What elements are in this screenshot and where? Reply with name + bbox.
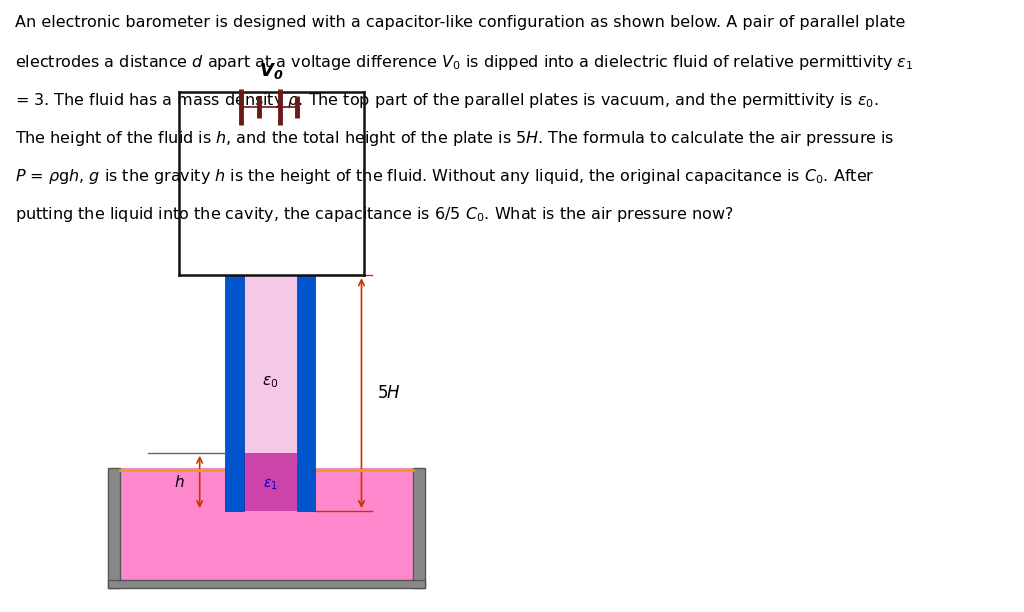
- Text: $\bfit{V_0}$: $\bfit{V_0}$: [259, 61, 284, 81]
- Bar: [244, 275, 297, 453]
- Text: putting the liquid into the cavity, the capacitance is 6/5 $C_0$. What is the ai: putting the liquid into the cavity, the …: [15, 205, 734, 224]
- Bar: [108, 468, 120, 588]
- Text: = 3. The fluid has a mass density $\rho$. The top part of the parallel plates is: = 3. The fluid has a mass density $\rho$…: [15, 91, 880, 110]
- Text: electrodes a distance $d$ apart at a voltage difference $V_0$ is dipped into a d: electrodes a distance $d$ apart at a vol…: [15, 53, 914, 72]
- Bar: [413, 468, 425, 588]
- Bar: [297, 275, 315, 511]
- Bar: [244, 453, 297, 511]
- Text: An electronic barometer is designed with a capacitor-like configuration as shown: An electronic barometer is designed with…: [15, 15, 906, 31]
- Bar: [225, 275, 244, 511]
- Text: $5H$: $5H$: [377, 384, 400, 402]
- Bar: [120, 468, 413, 580]
- Text: $\varepsilon_0$: $\varepsilon_0$: [262, 374, 279, 390]
- Text: $P$ = $\rho$g$h$, $g$ is the gravity $h$ is the height of the fluid. Without any: $P$ = $\rho$g$h$, $g$ is the gravity $h$…: [15, 167, 874, 186]
- Text: $h$: $h$: [174, 474, 184, 490]
- Text: The height of the fluid is $h$, and the total height of the plate is 5$H$. The f: The height of the fluid is $h$, and the …: [15, 129, 895, 148]
- Bar: [108, 580, 425, 588]
- Text: $\varepsilon_1$: $\varepsilon_1$: [263, 477, 278, 492]
